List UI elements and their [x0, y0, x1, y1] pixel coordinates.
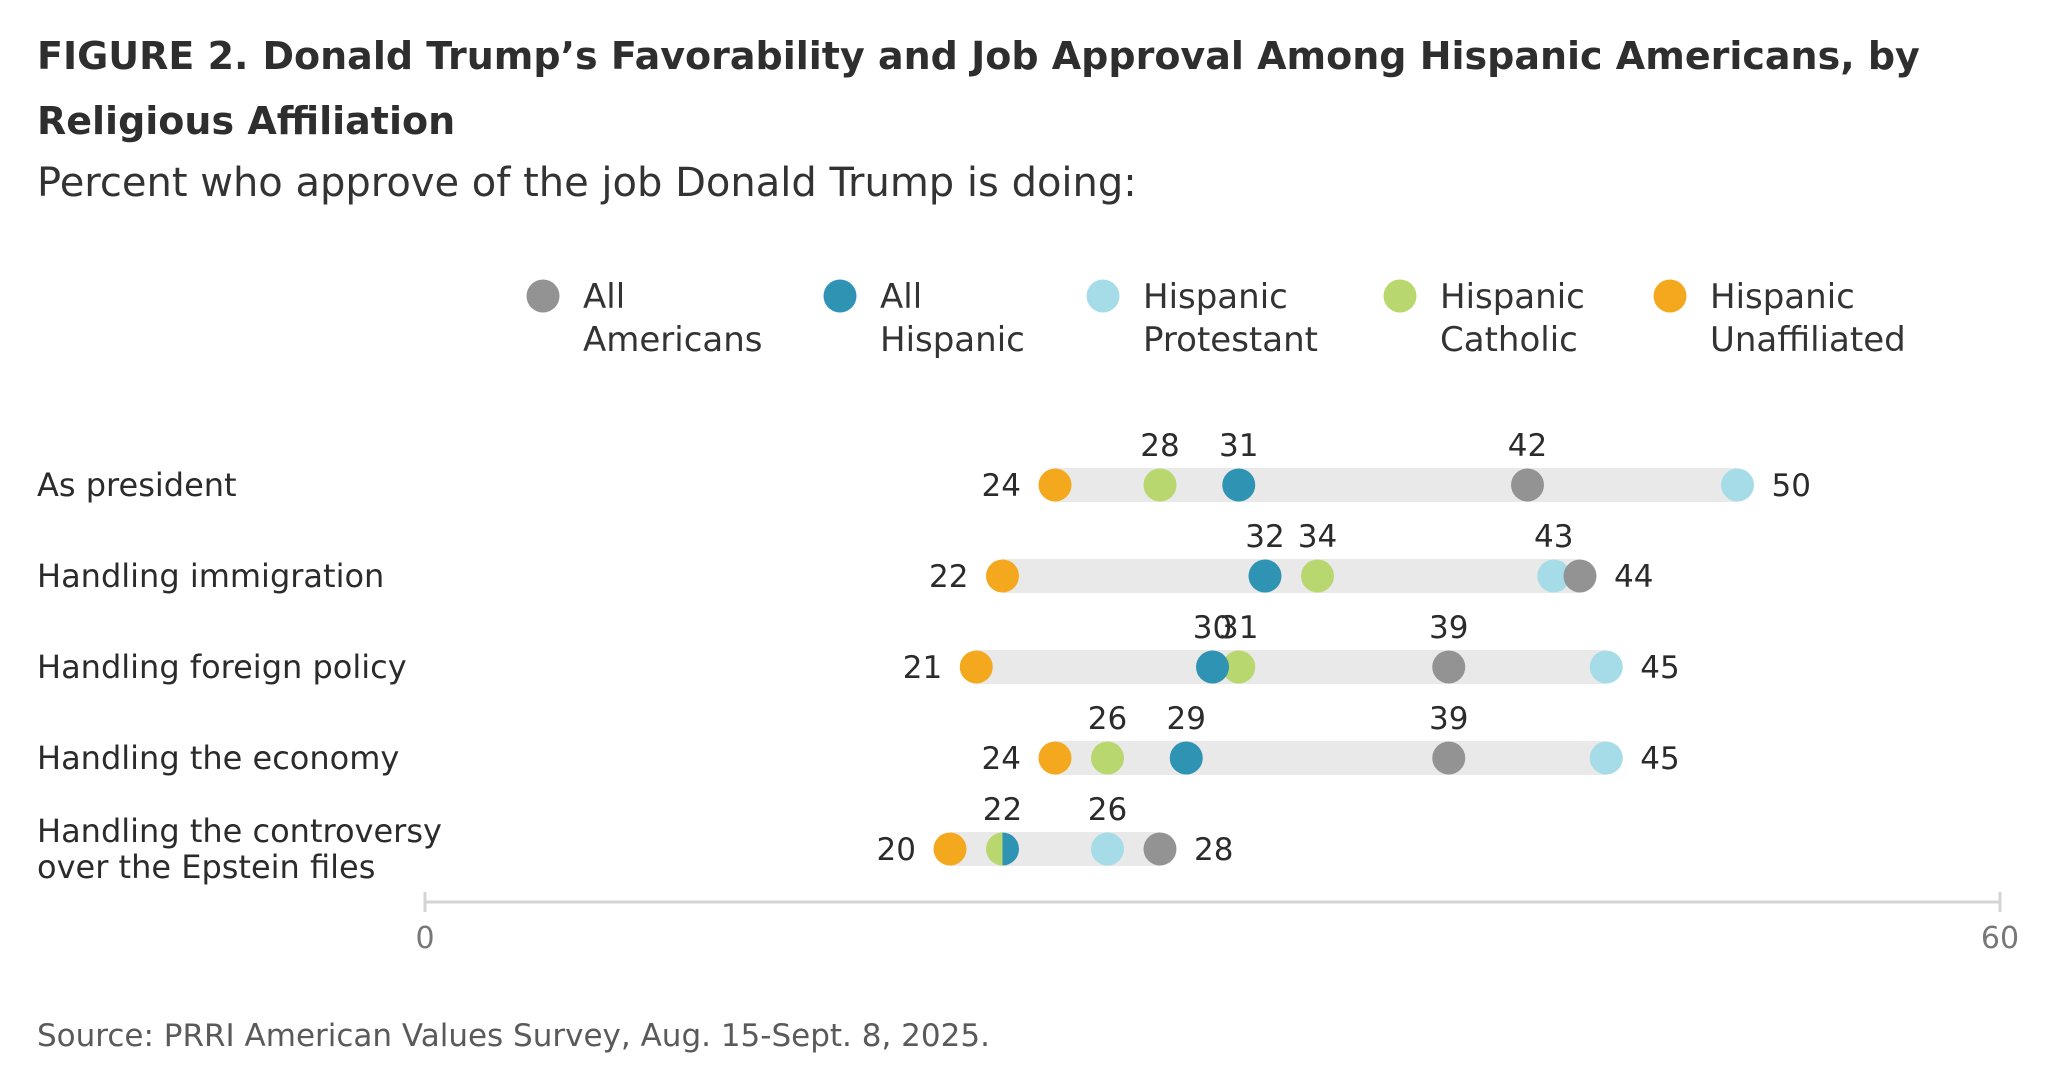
legend-swatch-1 [823, 279, 857, 313]
legend-label: Hispanic [880, 320, 1025, 360]
legend-label: Hispanic [1143, 277, 1288, 317]
data-point [1038, 741, 1072, 775]
data-label: 22 [983, 792, 1022, 828]
data-label: 24 [982, 468, 1021, 504]
data-point [986, 559, 1019, 593]
data-point [1432, 650, 1466, 684]
category-label: Handling the economy [37, 739, 399, 777]
category-label: Handling immigration [37, 557, 384, 595]
data-point [1038, 468, 1072, 502]
legend-label: All [583, 277, 625, 317]
legend-swatch-4 [1653, 279, 1687, 313]
data-label: 29 [1167, 701, 1206, 737]
category-label: over the Epstein files [37, 848, 375, 886]
figure-label: FIGURE 2. [37, 34, 249, 78]
data-point [1091, 832, 1124, 866]
legend-swatch-2 [1086, 279, 1120, 313]
data-label: 30 [1193, 610, 1232, 646]
category-label: Handling foreign policy [37, 648, 407, 686]
data-point [1301, 559, 1334, 593]
legend-swatch-0 [526, 279, 560, 313]
data-point [1222, 468, 1256, 502]
data-point [1222, 650, 1256, 684]
data-label: 39 [1429, 701, 1468, 737]
range-bar [1002, 559, 1580, 593]
category-label: As president [37, 466, 237, 504]
data-point [1143, 468, 1177, 502]
range-bar [1055, 741, 1607, 775]
legend-label: Hispanic [1710, 277, 1855, 317]
data-label: 26 [1088, 792, 1127, 828]
data-label: 42 [1508, 428, 1547, 464]
legend-label: Protestant [1143, 320, 1318, 360]
data-point [1589, 741, 1623, 775]
data-label: 45 [1640, 741, 1679, 777]
data-label: 20 [877, 832, 916, 868]
data-label: 34 [1298, 519, 1337, 555]
data-point [1721, 468, 1754, 502]
data-point [1589, 650, 1623, 684]
data-label: 28 [1194, 832, 1233, 868]
data-label: 43 [1534, 519, 1573, 555]
data-label: 28 [1140, 428, 1179, 464]
data-label: 26 [1088, 701, 1127, 737]
legend-label: Americans [583, 320, 763, 360]
figure-title: Donald Trump’s Favorability and Job Appr… [37, 34, 1920, 143]
data-label: 22 [929, 559, 968, 595]
data-point [1091, 741, 1124, 775]
data-label: 45 [1640, 650, 1679, 686]
data-point [1196, 650, 1229, 684]
data-label: 44 [1614, 559, 1653, 595]
data-point [1563, 559, 1597, 593]
data-point [986, 832, 1003, 866]
legend-swatch-3 [1383, 279, 1417, 313]
chart-subtitle: Percent who approve of the job Donald Tr… [37, 160, 1137, 206]
data-point [1511, 468, 1544, 502]
data-point [1002, 832, 1019, 866]
legend-label: Unaffiliated [1710, 320, 1906, 360]
data-label: 31 [1219, 428, 1258, 464]
x-tick-label: 60 [1981, 921, 2019, 956]
data-label: 31 [1219, 610, 1258, 646]
source-note: Source: PRRI American Values Survey, Aug… [37, 1018, 990, 1054]
data-point [959, 650, 993, 684]
data-point [1248, 559, 1282, 593]
data-label: 21 [903, 650, 942, 686]
range-bar [950, 832, 1160, 866]
data-point [933, 832, 967, 866]
legend-label: Catholic [1440, 320, 1578, 360]
data-label: 50 [1772, 468, 1811, 504]
legend-label: All [880, 277, 922, 317]
data-label: 24 [982, 741, 1021, 777]
range-bar [976, 650, 1607, 684]
data-point [1537, 559, 1571, 593]
x-tick-label: 0 [415, 921, 434, 956]
chart-title: FIGURE 2. Donald Trump’s Favorability and… [37, 24, 1997, 154]
category-label: Handling the controversy [37, 812, 442, 850]
data-point [1169, 741, 1203, 775]
data-label: 32 [1245, 519, 1284, 555]
data-point [1143, 832, 1177, 866]
data-label: 39 [1429, 610, 1468, 646]
legend-label: Hispanic [1440, 277, 1585, 317]
data-point [1432, 741, 1466, 775]
